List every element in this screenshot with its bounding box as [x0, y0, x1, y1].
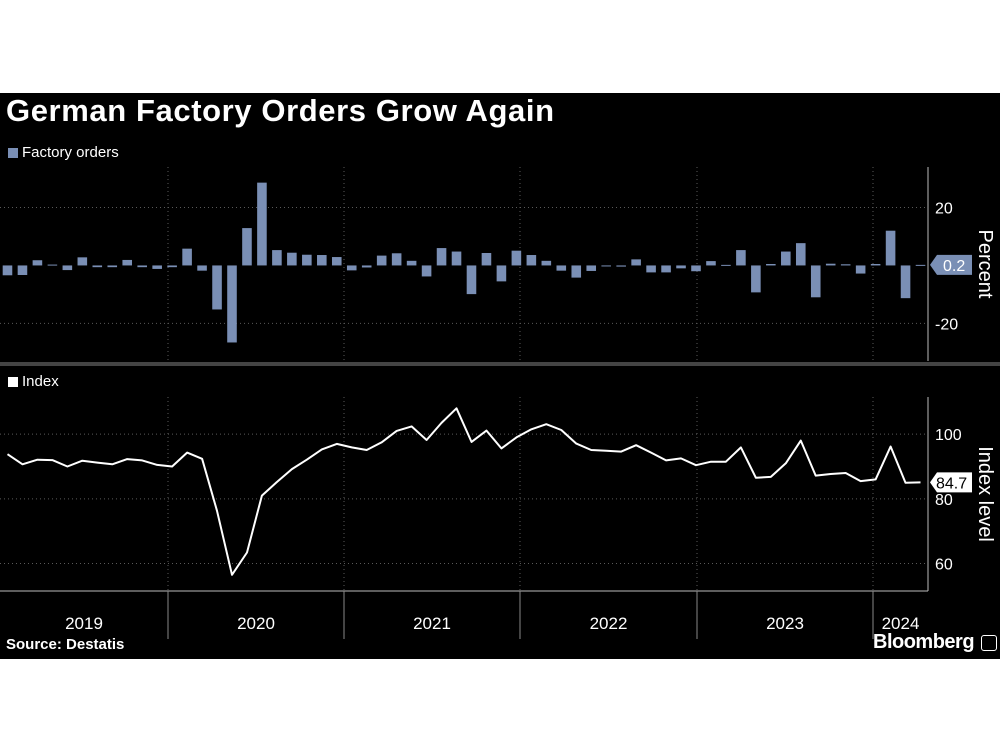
bar-latest-label: 0.2: [943, 258, 965, 275]
bar: [646, 265, 656, 273]
bar: [197, 265, 207, 271]
line-ytick-label: 80: [935, 492, 953, 509]
bar-y-axis-title: Percent: [974, 230, 996, 299]
bar: [92, 265, 103, 268]
index-line: [6, 407, 921, 576]
year-label: 2023: [766, 614, 804, 633]
bar: [361, 265, 372, 268]
bar: [676, 265, 686, 269]
bar: [556, 265, 567, 271]
bar: [691, 265, 701, 272]
bar: [721, 264, 731, 266]
bar: [541, 260, 552, 266]
charts-svg: -20 20 0.2 Percent 60 80 100 84.7 Index level 2…: [0, 167, 1000, 639]
bar: [287, 252, 297, 266]
bar: [2, 265, 13, 276]
bar: [77, 257, 88, 266]
bar: [376, 255, 387, 266]
bar: [391, 253, 402, 266]
line-ytick-label: 100: [935, 427, 962, 444]
bar: [152, 265, 162, 269]
chart-panel: German Factory Orders Grow Again Factory…: [0, 93, 1000, 659]
year-label: 2019: [65, 614, 103, 633]
bar-legend-label: Factory orders: [22, 144, 119, 161]
bar: [32, 260, 43, 266]
bar: [167, 265, 177, 268]
bar: [526, 255, 537, 266]
line-legend-label: Index: [22, 373, 59, 390]
bloomberg-logo-icon: [981, 635, 997, 651]
bar-legend: Factory orders: [8, 144, 119, 161]
bar: [616, 265, 626, 267]
bar: [766, 264, 776, 266]
bar: [840, 264, 851, 266]
bar: [436, 248, 447, 266]
line-legend: Index: [8, 373, 59, 390]
bar: [511, 250, 522, 266]
bar: [317, 255, 327, 266]
bar: [825, 263, 836, 266]
bar: [631, 259, 641, 266]
bar: [706, 261, 716, 266]
line-y-axis-title: Index level: [974, 446, 996, 542]
bar: [17, 265, 28, 276]
bar: [451, 251, 462, 266]
bar: [302, 254, 312, 266]
year-label: 2021: [413, 614, 451, 633]
bar-ytick-label: -20: [935, 316, 958, 333]
chart-title: German Factory Orders Grow Again: [6, 93, 555, 128]
bar-latest-badge: [930, 254, 972, 275]
bar: [855, 265, 866, 274]
bar: [466, 265, 477, 295]
bar: [795, 243, 806, 266]
bar-legend-swatch: [8, 148, 18, 158]
bar: [900, 265, 911, 299]
bar: [107, 265, 118, 268]
bar: [62, 265, 73, 271]
bar: [601, 265, 611, 267]
x-axis: 2019 2020 2021 2022 2023 2024: [0, 590, 928, 639]
bar: [242, 228, 252, 266]
bar: [212, 265, 222, 310]
bar-chart: -20 20 0.2 Percent: [0, 167, 996, 361]
year-label: 2022: [590, 614, 628, 633]
bar: [885, 230, 896, 266]
bar: [272, 250, 282, 266]
bar: [496, 265, 507, 282]
bar: [182, 248, 192, 266]
line-chart: 60 80 100 84.7 Index level: [0, 397, 996, 591]
bar: [331, 257, 342, 266]
bar: [586, 265, 597, 271]
bar: [47, 264, 58, 266]
bar: [571, 265, 582, 278]
bar: [122, 259, 133, 266]
source-note: Source: Destatis: [6, 636, 125, 653]
line-ytick-label: 60: [935, 557, 953, 574]
bar: [870, 264, 881, 266]
year-label: 2020: [237, 614, 275, 633]
bar: [137, 265, 147, 268]
line-latest-badge: [930, 472, 972, 493]
bar: [227, 265, 237, 343]
bar: [751, 265, 761, 293]
year-label: 2024: [882, 614, 920, 633]
bar: [915, 264, 926, 266]
bar: [661, 265, 671, 273]
bar: [481, 252, 492, 266]
bar: [781, 251, 791, 266]
bar: [257, 182, 267, 266]
line-legend-swatch: [8, 377, 18, 387]
bar: [810, 265, 821, 298]
bar-ytick-label: 20: [935, 201, 953, 218]
bar: [421, 265, 432, 277]
line-latest-label: 84.7: [936, 475, 967, 492]
bar: [406, 260, 417, 266]
bar: [346, 265, 357, 271]
bar: [736, 250, 746, 266]
bloomberg-logo: Bloomberg: [873, 631, 975, 653]
